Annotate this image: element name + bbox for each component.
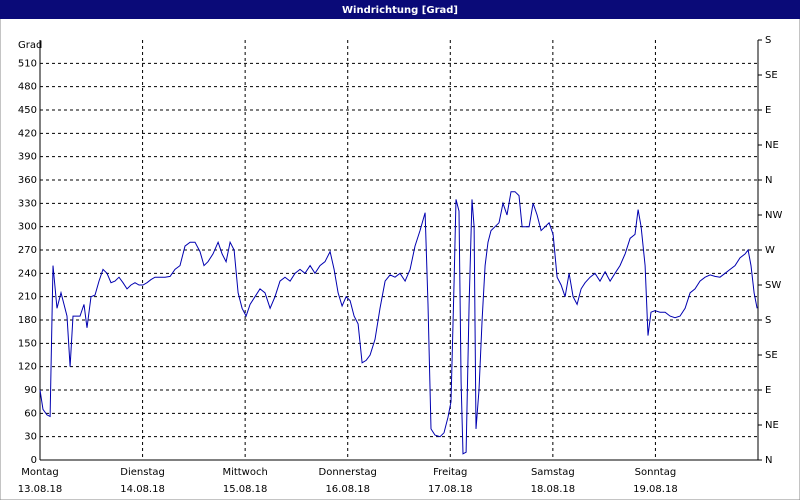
y-tick-label: 0	[31, 455, 37, 466]
x-tick-date: 15.08.18	[223, 484, 268, 495]
y2-tick-label: S	[765, 35, 771, 46]
y2-tick-label: N	[765, 175, 772, 186]
y-tick-label: 330	[18, 198, 37, 209]
y-tick-label: 120	[18, 362, 37, 373]
y2-tick-label: SW	[765, 280, 781, 291]
x-tick-date: 19.08.18	[633, 484, 678, 495]
y-tick-label: 450	[18, 105, 37, 116]
y-tick-label: 210	[18, 292, 37, 303]
y-tick-label: 30	[24, 432, 37, 443]
x-tick-date: 17.08.18	[428, 484, 473, 495]
y-tick-label: 150	[18, 338, 37, 349]
y2-tick-label: SE	[765, 350, 778, 361]
title-bar	[0, 0, 800, 19]
y-tick-label: 480	[18, 82, 37, 93]
y-axis-label: Grad	[18, 40, 42, 51]
x-tick-date: 16.08.18	[325, 484, 370, 495]
x-tick-label: Samstag	[531, 467, 575, 478]
y2-tick-label: W	[765, 245, 775, 256]
y2-tick-label: SE	[765, 70, 778, 81]
x-tick-label: Sonntag	[635, 467, 677, 478]
y2-tick-label: NE	[765, 140, 779, 151]
y-tick-label: 240	[18, 268, 37, 279]
y-tick-label: 300	[18, 222, 37, 233]
x-tick-label: Donnerstag	[319, 467, 377, 478]
x-tick-label: Freitag	[433, 467, 467, 478]
y-tick-label: 390	[18, 152, 37, 163]
y2-tick-label: NE	[765, 420, 779, 431]
y-tick-label: 360	[18, 175, 37, 186]
x-tick-label: Dienstag	[120, 467, 165, 478]
x-tick-date: 18.08.18	[531, 484, 576, 495]
x-tick-label: Montag	[21, 467, 58, 478]
y2-tick-label: S	[765, 315, 771, 326]
y-tick-label: 270	[18, 245, 37, 256]
y-tick-label: 420	[18, 128, 37, 139]
y-tick-label: 60	[24, 408, 37, 419]
x-tick-date: 13.08.18	[18, 484, 63, 495]
x-tick-date: 14.08.18	[120, 484, 165, 495]
chart-title: Windrichtung [Grad]	[342, 5, 458, 16]
y2-tick-label: N	[765, 455, 772, 466]
y-tick-label: 180	[18, 315, 37, 326]
y2-tick-label: NW	[765, 210, 782, 221]
line	[39, 191, 758, 455]
y-tick-label: 510	[18, 58, 37, 69]
y-tick-label: 90	[24, 385, 37, 396]
y2-tick-label: E	[765, 105, 771, 116]
y2-tick-label: E	[765, 385, 771, 396]
x-tick-label: Mittwoch	[222, 467, 267, 478]
